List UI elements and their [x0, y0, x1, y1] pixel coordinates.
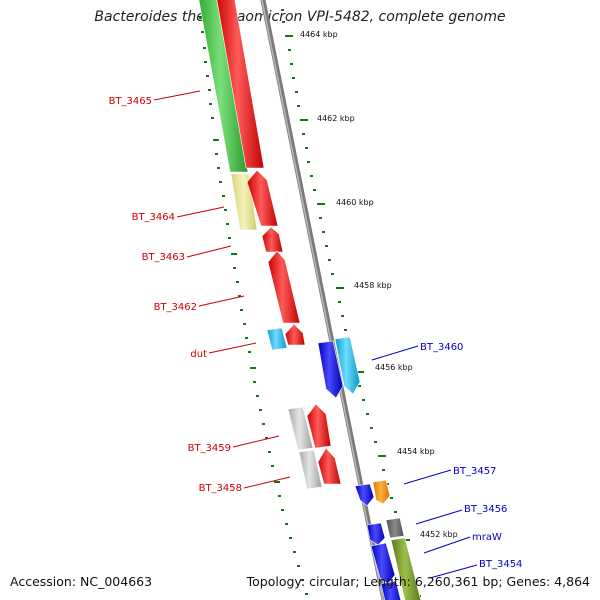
scale-label: 4460 kbp — [336, 198, 374, 207]
gene-arrow-blue-5 — [380, 580, 402, 600]
tick-track-right — [281, 9, 421, 597]
scale-label: 4454 kbp — [397, 447, 435, 456]
accession-text: Accession: NC_004663 — [10, 574, 153, 589]
gene-arrow-red-6 — [306, 403, 332, 449]
gene-arrow-mraw — [370, 542, 396, 585]
gene-arrow-bt3462 — [267, 250, 301, 324]
genome-title: Bacteroides thetaiotaomicron VPI-5482, c… — [94, 9, 506, 25]
gene-labels-left: BT_3465 BT_3464 BT_3463 BT_3462 dut BT_3… — [109, 96, 242, 494]
gene-arrow-red-5 — [284, 323, 306, 346]
gene-arrow-dut — [266, 327, 288, 351]
gene-arrow-bt3459 — [287, 406, 314, 451]
tick-track-left — [199, 17, 308, 595]
scale-label: 4462 kbp — [317, 114, 355, 123]
gene-arrow-red-2 — [246, 169, 279, 227]
scale-label: 4456 kbp — [375, 363, 413, 372]
label-leaders-right — [371, 345, 478, 579]
gene-label-bt3463: BT_3463 — [142, 252, 185, 263]
scale-label: 4464 kbp — [300, 30, 338, 39]
gene-arrow-red-1 — [216, 0, 265, 169]
gene-labels-right: BT_3460 BT_3457 BT_3456 mraW BT_3454 — [420, 342, 522, 570]
label-leaders-left — [153, 90, 291, 489]
gene-label-bt3460: BT_3460 — [420, 342, 463, 353]
gene-arrow-blue-1 — [317, 340, 344, 399]
gene-arrow-bt3465 — [198, 0, 249, 173]
scale-labels: 4464 kbp 4462 kbp 4460 kbp 4458 kbp 4456… — [300, 30, 458, 539]
gene-label-bt3457: BT_3457 — [453, 466, 496, 477]
gene-label-bt3459: BT_3459 — [188, 443, 231, 454]
gene-arrow-bt3460 — [334, 336, 361, 395]
gene-arrow-bt3463 — [261, 226, 284, 253]
reverse-strand-genes — [198, 0, 342, 490]
gene-label-bt3454: BT_3454 — [479, 559, 522, 570]
forward-strand-genes — [317, 336, 422, 600]
gene-label-bt3464: BT_3464 — [132, 212, 175, 223]
gene-label-dut: dut — [190, 349, 207, 360]
gene-arrow-bt3454 — [390, 537, 422, 600]
gene-label-mraw: mraW — [472, 532, 502, 543]
gene-arrow-bt3456 — [366, 522, 386, 546]
genome-summary-text: Topology: circular; Length: 6,260,361 bp… — [246, 574, 590, 589]
gene-arrow-bt3457 — [372, 479, 391, 505]
gene-arrow-dark — [385, 517, 405, 539]
gene-label-bt3465: BT_3465 — [109, 96, 152, 107]
gene-arrow-blue-2 — [354, 483, 375, 507]
scale-label: 4452 kbp — [420, 530, 458, 539]
gene-label-bt3462: BT_3462 — [154, 302, 197, 313]
gene-arrow-bt3458 — [298, 449, 323, 490]
gene-label-bt3456: BT_3456 — [464, 504, 507, 515]
gene-label-bt3458: BT_3458 — [199, 483, 242, 494]
gene-arrow-red-7 — [317, 447, 342, 485]
scale-label: 4458 kbp — [354, 281, 392, 290]
